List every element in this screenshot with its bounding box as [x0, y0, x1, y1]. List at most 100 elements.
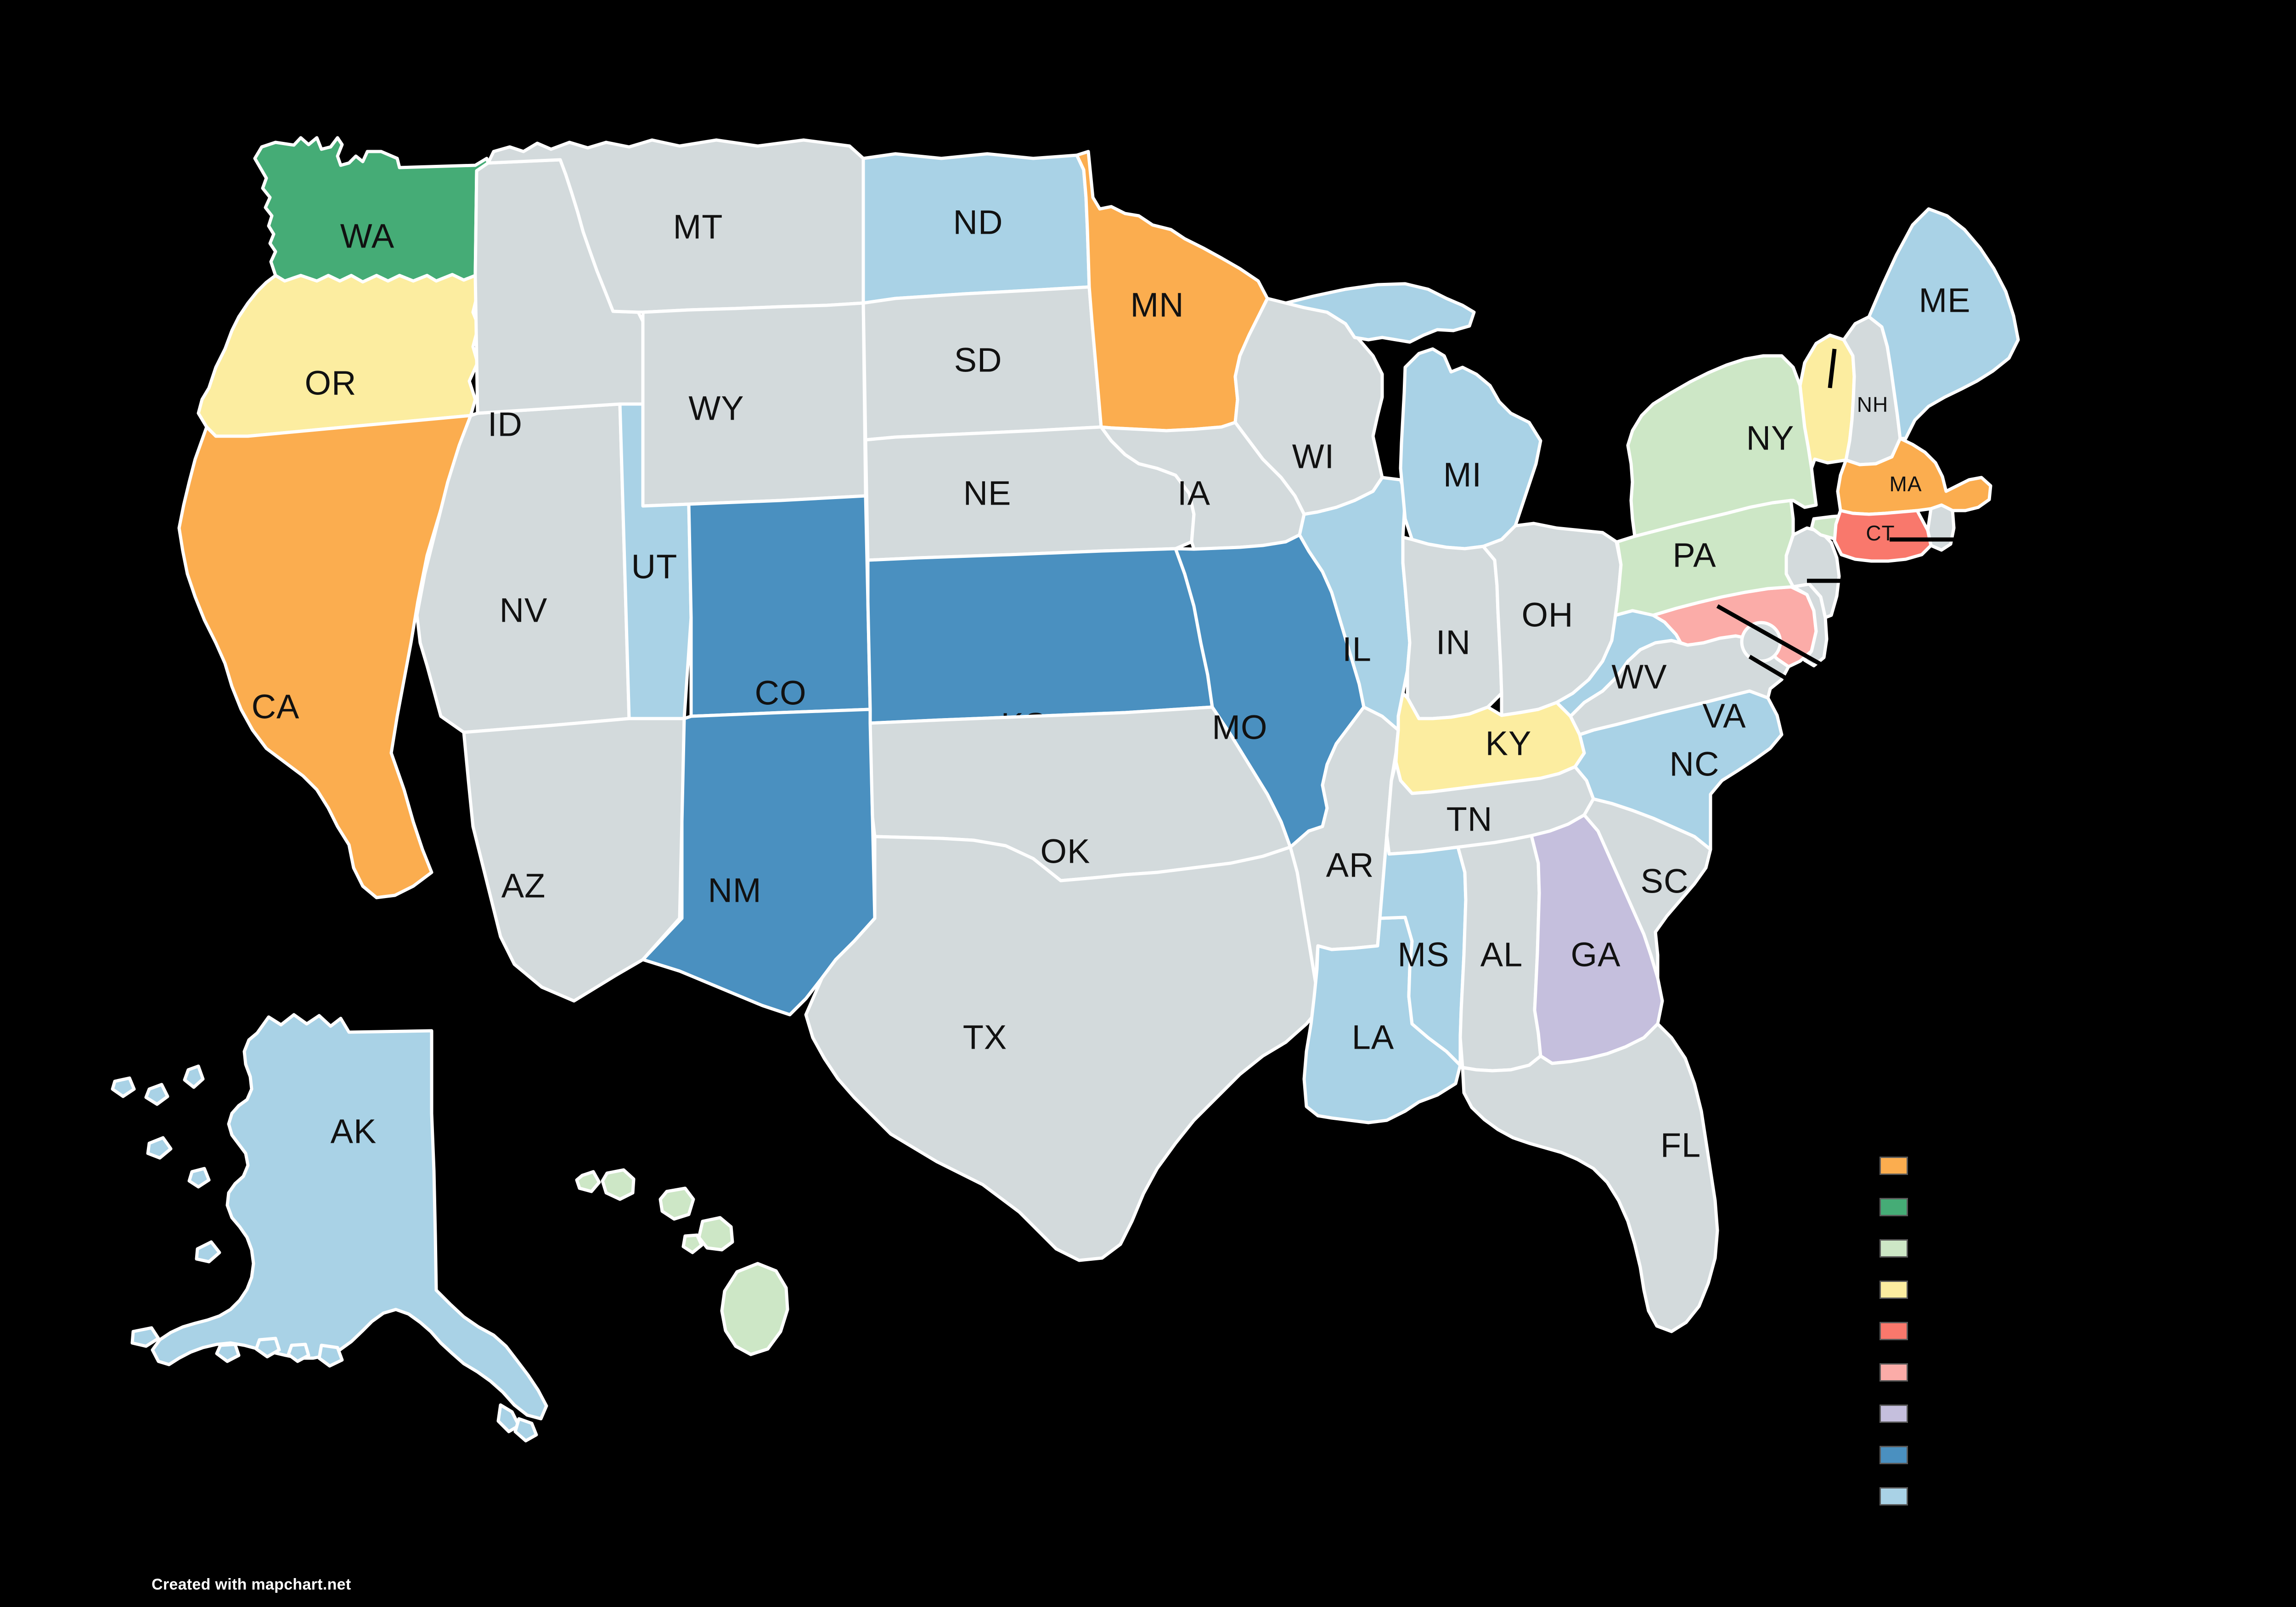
legend-item-3[interactable]: [1880, 1276, 1999, 1303]
legend-swatch-8: [1880, 1487, 1908, 1506]
state-label-MN: MN: [1130, 286, 1184, 324]
state-AK-island-6: [287, 1343, 310, 1363]
state-label-SD: SD: [954, 341, 1002, 379]
state-label-KY: KY: [1486, 725, 1532, 763]
leader-line-vt: [1828, 348, 1837, 388]
state-label-NY: NY: [1746, 419, 1795, 457]
state-label-WA: WA: [340, 217, 394, 255]
state-HI-island-hawaii[interactable]: [720, 1262, 789, 1356]
state-WA[interactable]: [253, 136, 490, 284]
state-label-MO: MO: [1212, 708, 1267, 747]
state-NY[interactable]: [1626, 354, 1818, 538]
legend-swatch-7: [1880, 1446, 1908, 1464]
state-label-GA: GA: [1571, 936, 1621, 974]
state-AK-island-2: [195, 1240, 221, 1264]
state-AK-island-12: [144, 1083, 169, 1106]
state-label-WV: WV: [1611, 658, 1667, 696]
state-label-FL: FL: [1660, 1126, 1701, 1164]
state-AK-island-9: [496, 1403, 521, 1433]
state-HI-island-molokai[interactable]: [658, 1186, 695, 1221]
state-AK-island-13: [111, 1076, 136, 1098]
state-AK-island-1: [130, 1326, 160, 1348]
state-WY[interactable]: [641, 301, 867, 508]
attribution-text: Created with mapchart.net: [152, 1576, 351, 1593]
state-label-OK: OK: [1041, 832, 1091, 871]
legend-item-1[interactable]: [1880, 1194, 1999, 1220]
legend-item-7[interactable]: [1880, 1442, 1999, 1468]
state-CT[interactable]: [1833, 509, 1933, 563]
state-ME[interactable]: [1867, 207, 2020, 440]
legend-item-5[interactable]: [1880, 1359, 1999, 1386]
state-label-IN: IN: [1436, 624, 1471, 662]
legend-swatch-2: [1880, 1239, 1908, 1258]
legend-item-4[interactable]: [1880, 1318, 1999, 1344]
state-HI-island-lanai[interactable]: [681, 1233, 703, 1254]
state-label-UT: UT: [631, 548, 678, 586]
legend-item-6[interactable]: [1880, 1400, 1999, 1427]
state-HI-island-kauai[interactable]: [601, 1168, 636, 1201]
state-label-NV: NV: [500, 591, 548, 629]
state-label-SC: SC: [1641, 862, 1689, 900]
state-AK-island-7: [254, 1337, 281, 1359]
state-label-ID: ID: [488, 405, 523, 444]
state-label-AZ: AZ: [501, 867, 546, 905]
legend-item-2[interactable]: [1880, 1235, 1999, 1262]
state-label-NH: NH: [1857, 393, 1888, 416]
state-label-MI: MI: [1443, 456, 1482, 494]
state-label-ME: ME: [1919, 281, 1971, 320]
legend-item-8[interactable]: [1880, 1483, 1999, 1510]
legend-swatch-4: [1880, 1322, 1908, 1340]
state-AK-island-8: [215, 1343, 241, 1363]
state-FL[interactable]: [1461, 1022, 1719, 1333]
leader-line-md: [1716, 604, 1866, 691]
state-label-TN: TN: [1446, 800, 1493, 838]
state-label-VA: VA: [1702, 697, 1746, 735]
legend-swatch-5: [1880, 1363, 1908, 1382]
legend-swatch-6: [1880, 1405, 1908, 1423]
state-label-MT: MT: [673, 208, 723, 246]
state-label-CO: CO: [755, 674, 807, 712]
state-label-OR: OR: [305, 364, 357, 402]
state-HI-island-maui[interactable]: [697, 1216, 734, 1252]
state-AK-island-4: [187, 1167, 211, 1189]
state-AZ[interactable]: [462, 717, 686, 1003]
state-KS[interactable]: [866, 547, 1214, 725]
state-AK[interactable]: [151, 1013, 548, 1421]
state-label-CA: CA: [252, 688, 300, 726]
state-MI[interactable]: [1399, 347, 1542, 551]
state-VT[interactable]: [1798, 333, 1856, 470]
state-WI[interactable]: [1233, 297, 1384, 516]
legend-swatch-3: [1880, 1281, 1908, 1299]
state-CA[interactable]: [177, 414, 473, 899]
state-label-MA: MA: [1890, 472, 1922, 496]
state-label-PA: PA: [1672, 536, 1716, 574]
state-label-WY: WY: [688, 389, 744, 427]
state-AK-island-5: [317, 1343, 344, 1368]
state-label-AR: AR: [1326, 846, 1374, 884]
state-MI-upper-peninsula[interactable]: [1284, 282, 1476, 344]
legend-swatch-0: [1880, 1157, 1908, 1175]
state-label-WI: WI: [1292, 438, 1334, 476]
state-label-NM: NM: [708, 871, 761, 910]
state-label-MS: MS: [1398, 936, 1450, 974]
state-label-TX: TX: [963, 1018, 1007, 1056]
state-label-IA: IA: [1177, 474, 1210, 512]
state-OR[interactable]: [197, 273, 480, 438]
leader-line-dc: [1748, 655, 1898, 746]
state-label-NC: NC: [1670, 745, 1720, 783]
state-AK-island-10: [513, 1417, 538, 1443]
state-label-AL: AL: [1480, 936, 1523, 974]
state-TX[interactable]: [804, 835, 1320, 1262]
state-HI-island-oahu[interactable]: [575, 1170, 601, 1193]
state-label-IL: IL: [1342, 630, 1372, 669]
legend: [1880, 1152, 1999, 1524]
state-label-NE: NE: [963, 474, 1012, 512]
state-AK-island-3: [146, 1136, 173, 1160]
legend-item-0[interactable]: [1880, 1152, 1999, 1179]
state-label-OH: OH: [1522, 596, 1574, 634]
state-label-LA: LA: [1352, 1018, 1395, 1056]
legend-swatch-1: [1880, 1198, 1908, 1216]
state-label-ND: ND: [953, 203, 1003, 242]
